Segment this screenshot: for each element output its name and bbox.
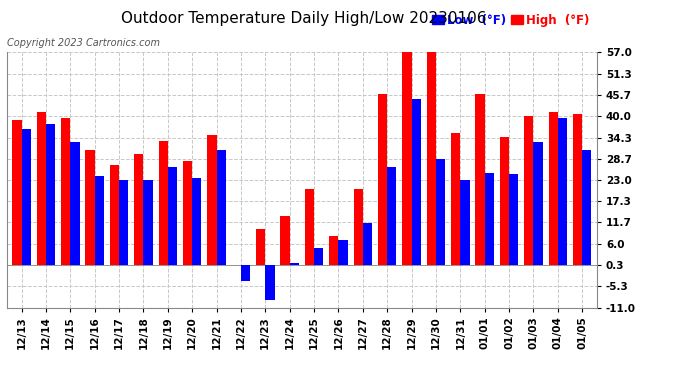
Bar [436, 159, 445, 265]
Bar [338, 240, 348, 265]
Bar [509, 174, 518, 265]
Bar [305, 189, 314, 265]
Bar [119, 180, 128, 265]
Bar [168, 167, 177, 265]
Bar [363, 223, 372, 265]
Bar [95, 176, 104, 265]
Text: Copyright 2023 Cartronics.com: Copyright 2023 Cartronics.com [7, 38, 160, 48]
Bar [314, 248, 324, 265]
Bar [402, 53, 411, 265]
Bar [37, 112, 46, 265]
Bar [86, 150, 95, 265]
Bar [500, 137, 509, 265]
Bar [484, 172, 494, 265]
Bar [70, 142, 79, 265]
Bar [411, 99, 421, 265]
Bar [573, 114, 582, 265]
Bar [353, 189, 363, 265]
Bar [207, 135, 217, 265]
Bar [426, 53, 436, 265]
Bar [183, 161, 193, 265]
Bar [460, 180, 470, 265]
Bar [378, 94, 387, 265]
Bar [549, 112, 558, 265]
Bar [451, 133, 460, 265]
Bar [217, 150, 226, 265]
Bar [21, 129, 31, 265]
Bar [266, 265, 275, 300]
Bar [193, 178, 201, 265]
Bar [144, 180, 152, 265]
Bar [110, 165, 119, 265]
Bar [159, 141, 168, 265]
Bar [280, 216, 290, 265]
Bar [475, 94, 484, 265]
Bar [61, 118, 70, 265]
Text: Outdoor Temperature Daily High/Low 20230106: Outdoor Temperature Daily High/Low 20230… [121, 11, 486, 26]
Bar [387, 167, 397, 265]
Bar [524, 116, 533, 265]
Bar [558, 118, 567, 265]
Bar [134, 154, 144, 265]
Bar [46, 124, 55, 265]
Bar [533, 142, 543, 265]
Bar [329, 236, 338, 265]
Legend: Low  (°F), High  (°F): Low (°F), High (°F) [431, 12, 591, 28]
Bar [290, 262, 299, 265]
Bar [256, 229, 266, 265]
Bar [241, 265, 250, 281]
Bar [12, 120, 21, 265]
Bar [582, 150, 591, 265]
